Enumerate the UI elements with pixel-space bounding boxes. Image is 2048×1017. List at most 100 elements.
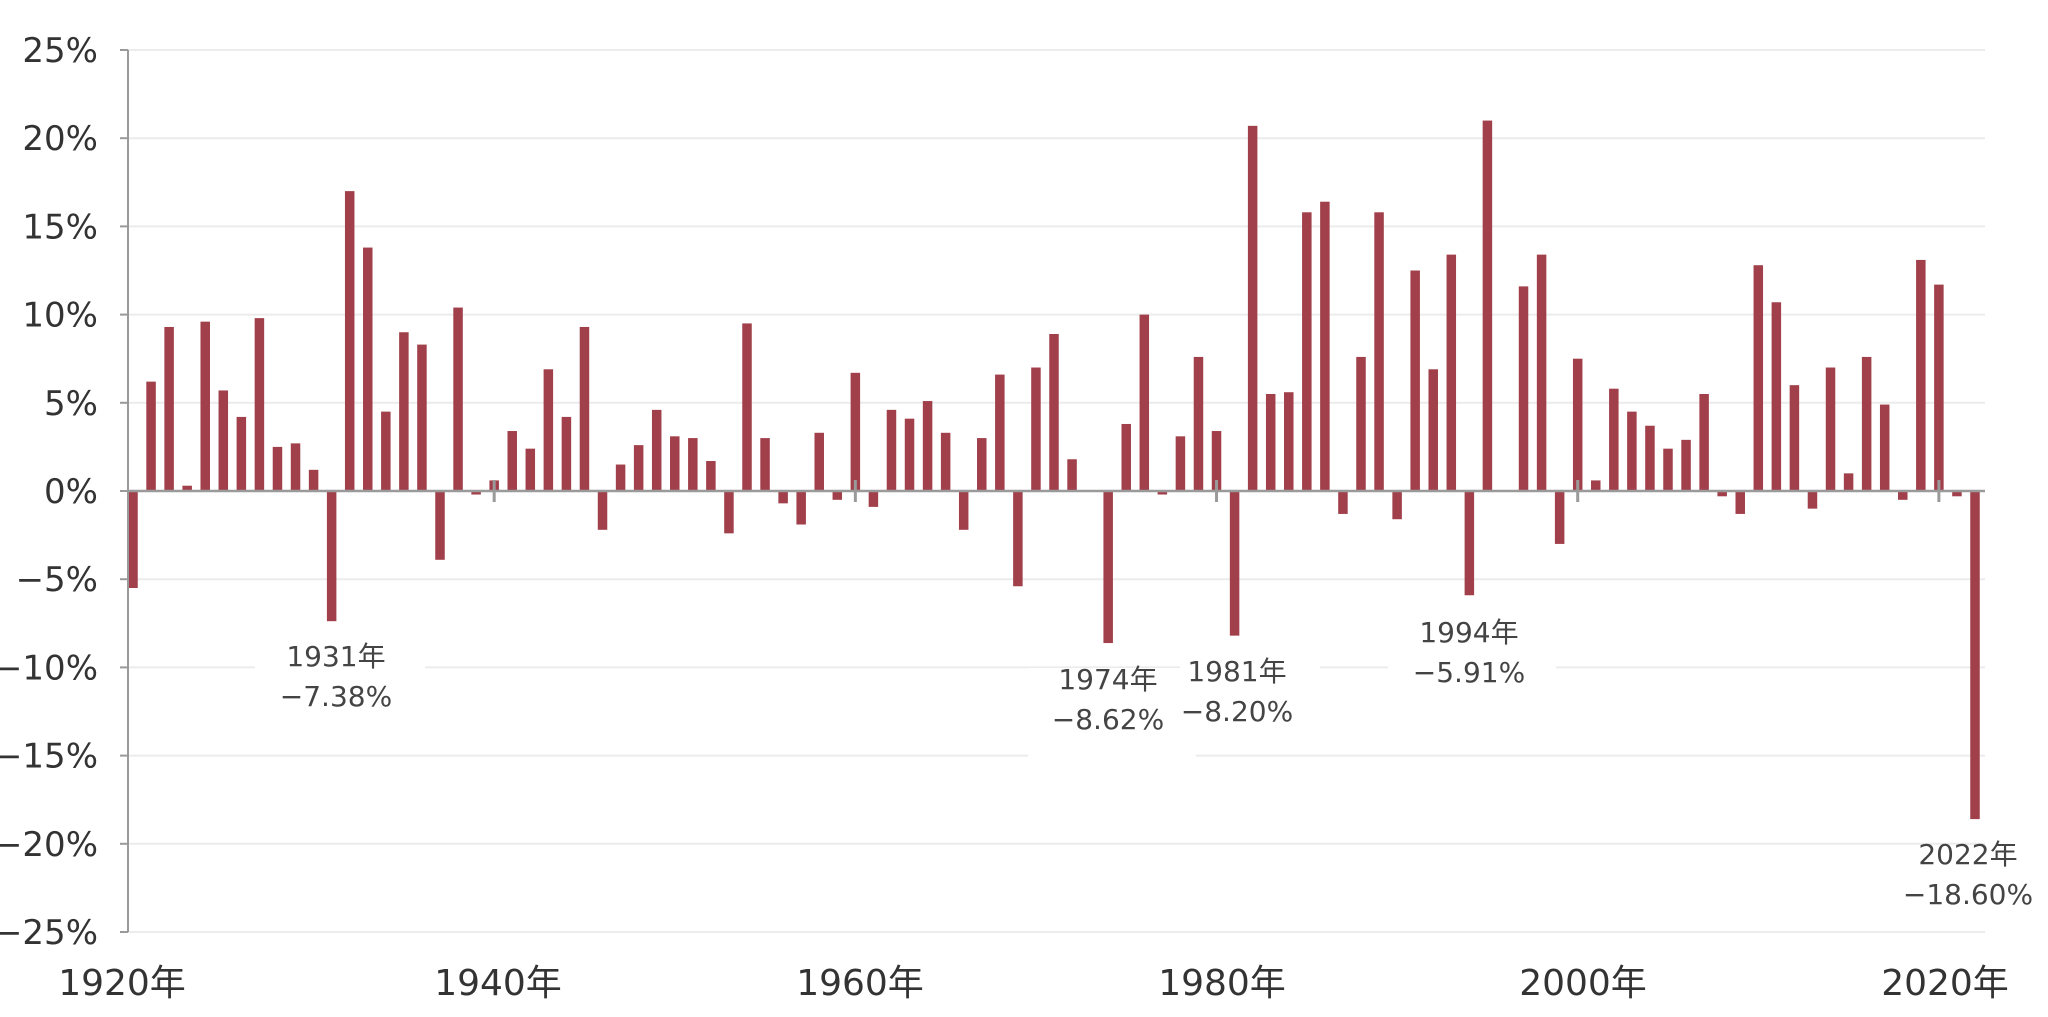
y-tick-label: −20% — [0, 825, 98, 865]
bar — [1175, 436, 1186, 491]
bar — [453, 307, 463, 491]
bar — [1247, 125, 1258, 492]
bar — [1916, 259, 1926, 491]
bar — [1374, 212, 1384, 491]
bar — [1013, 491, 1023, 587]
bar — [796, 491, 806, 525]
bar — [1446, 254, 1457, 491]
annotations: 1931年 −7.38% 1974年 −8.62% 1981年 −8.20% 1994年 −5… — [255, 616, 2033, 911]
bar — [1464, 491, 1475, 596]
annotation-year: 2022年 — [1918, 838, 2017, 871]
bar — [1898, 491, 1908, 500]
annotation-value: −8.62% — [1052, 703, 1164, 736]
bar — [1609, 388, 1619, 491]
bar — [381, 411, 391, 491]
bar — [670, 436, 680, 491]
x-tick-label: 1940年 — [434, 963, 562, 1004]
bar — [706, 461, 716, 491]
bar — [272, 446, 283, 491]
bar — [1861, 356, 1872, 491]
bar — [1139, 314, 1150, 491]
bar — [363, 247, 373, 491]
annotation-year: 1974年 — [1058, 663, 1157, 696]
bar — [958, 491, 969, 530]
x-tick-label: 2000年 — [1519, 963, 1647, 1004]
x-tick-label: 2020年 — [1881, 963, 2009, 1004]
bar — [742, 323, 752, 491]
bar — [1157, 491, 1168, 495]
annotation-year: 1931年 — [286, 640, 385, 673]
bar — [832, 491, 843, 500]
bar — [344, 191, 355, 491]
bar — [688, 438, 698, 491]
bar — [399, 332, 409, 491]
bar — [868, 491, 879, 507]
bar — [164, 326, 174, 491]
annotation-value: −18.60% — [1903, 878, 2033, 911]
bar — [525, 448, 536, 491]
y-tick-label: −25% — [0, 913, 98, 953]
bar — [1392, 491, 1402, 520]
bar — [1193, 356, 1204, 491]
bar — [471, 491, 481, 495]
annotation-background — [1028, 668, 1196, 758]
bar — [1735, 491, 1745, 514]
y-tick-label: 5% — [44, 384, 98, 424]
bar — [1518, 286, 1529, 491]
bar — [1302, 212, 1312, 491]
bar — [850, 372, 861, 491]
bar — [1338, 491, 1348, 514]
x-tick-labels: 1920年 1940年 1960年 1980年 2000年 2020年 — [58, 480, 2009, 1004]
bar — [904, 418, 915, 491]
y-tick-label: 10% — [22, 296, 98, 336]
bar — [1970, 491, 1980, 820]
bar — [290, 443, 301, 491]
y-tick-label: −15% — [0, 737, 98, 777]
bar — [182, 485, 192, 491]
bar — [633, 445, 644, 491]
bar — [1536, 254, 1547, 491]
bars — [128, 120, 1980, 820]
bar — [1284, 392, 1294, 491]
bar — [1825, 367, 1836, 491]
axes — [127, 50, 1985, 932]
bar — [1320, 201, 1330, 492]
x-tick-label: 1980年 — [1158, 963, 1286, 1004]
bar — [1229, 491, 1240, 636]
annotation-background — [1388, 622, 1556, 712]
y-tick-label: −5% — [16, 560, 98, 600]
bar — [977, 438, 987, 491]
bar — [1428, 369, 1438, 491]
bar — [507, 431, 517, 491]
bar — [1121, 423, 1131, 491]
bar — [1482, 120, 1493, 491]
bar — [922, 401, 933, 491]
annotation-background — [255, 648, 425, 736]
y-tick-label: 20% — [22, 119, 98, 159]
x-tick-label: 1920年 — [58, 963, 186, 1004]
annotation-year: 1981年 — [1187, 655, 1286, 688]
bar — [1717, 491, 1727, 497]
bar — [1807, 491, 1818, 509]
bar — [995, 374, 1005, 491]
annotation-year: 1994年 — [1419, 616, 1518, 649]
bar — [651, 409, 662, 491]
bar — [1843, 473, 1854, 491]
bar — [615, 464, 626, 491]
bar — [1627, 411, 1637, 491]
bar — [1410, 270, 1420, 491]
y-tick-labels: 25% 20% 15% 10% 5% 0% −5% −10% −15% −20% −25% — [0, 31, 98, 953]
bar — [308, 469, 319, 491]
bar — [326, 491, 337, 622]
bar — [1645, 425, 1655, 491]
bar — [579, 326, 590, 491]
bar — [1049, 334, 1059, 491]
bar — [724, 491, 734, 534]
bar — [1879, 404, 1890, 491]
y-tick-label: 15% — [22, 207, 98, 247]
bar — [1681, 439, 1691, 491]
bar — [1356, 356, 1366, 491]
bar — [1934, 284, 1944, 491]
bar — [1572, 358, 1583, 491]
